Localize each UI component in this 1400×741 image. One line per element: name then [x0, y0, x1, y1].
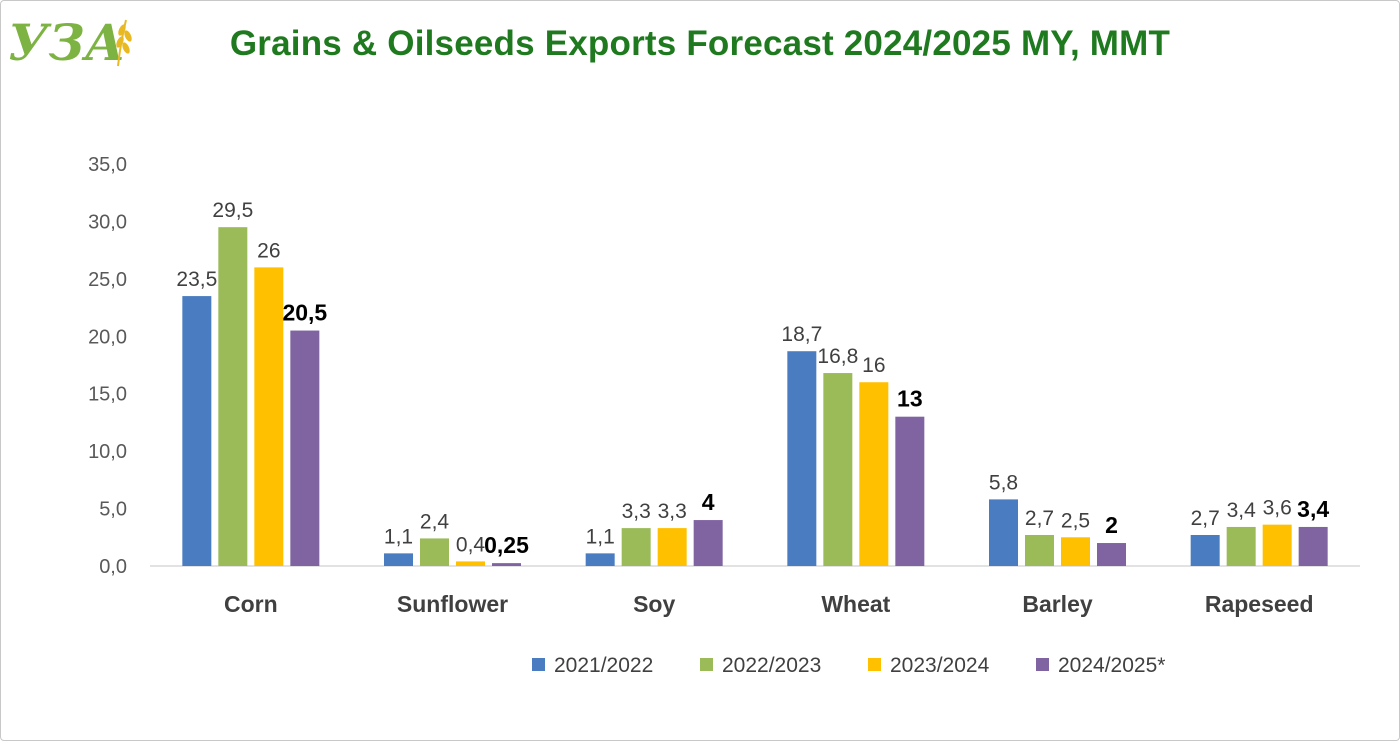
data-label: 23,5 [176, 268, 217, 291]
data-label: 5,8 [989, 471, 1018, 494]
legend-label: 2023/2024 [890, 654, 990, 677]
legend-swatch [700, 658, 713, 671]
data-label: 2,7 [1191, 507, 1220, 530]
bar-wheat-2 [859, 382, 889, 566]
y-tick-label: 25,0 [88, 269, 127, 291]
x-tick-label: Wheat [821, 591, 890, 617]
y-tick-label: 0,0 [99, 556, 127, 578]
bar-sunflower-1 [420, 538, 449, 566]
data-label: 16 [862, 354, 885, 377]
bar-wheat-0 [787, 351, 817, 566]
y-axis: 0,0 5,0 10,0 15,0 20,0 25,0 30,0 35,0 [88, 154, 127, 578]
legend-label: 2021/2022 [554, 654, 653, 677]
x-tick-label: Sunflower [397, 591, 508, 617]
legend-label: 2024/2025* [1058, 654, 1165, 677]
bar-barley-2 [1061, 537, 1090, 566]
legend-label: 2022/2023 [722, 654, 821, 677]
bar-corn-1 [218, 227, 248, 566]
y-tick-label: 15,0 [88, 384, 127, 406]
bar-corn-3 [290, 330, 320, 566]
data-labels: 23,5 29,526 20,5 1,1 2,4 0,4 0,25 1,1 3,3 3,3 4 18,… [176, 199, 1329, 558]
data-label: 0,4 [456, 533, 486, 556]
bar-wheat-1 [823, 373, 853, 566]
bar-barley-1 [1025, 534, 1054, 566]
bar-soy-2 [657, 528, 687, 566]
chart-title: Grains & Oilseeds Exports Forecast 2024/… [229, 24, 1171, 63]
bar-rapeseed-2 [1262, 524, 1292, 566]
data-label: 0,25 [484, 532, 529, 558]
bar-corn-2 [254, 267, 284, 566]
x-axis: Corn Sunflower Soy Wheat Barley Rapeseed [224, 591, 1314, 617]
data-label: 26 [257, 239, 280, 262]
bar-corn-0 [182, 296, 212, 566]
data-label: 3,6 [1263, 497, 1292, 520]
data-label: 20,5 [282, 300, 327, 326]
data-label: 4 [702, 489, 715, 515]
bar-barley-3 [1097, 543, 1126, 566]
data-label: 1,1 [586, 525, 615, 548]
uza-logo: УЗА [6, 8, 132, 76]
x-tick-label: Rapeseed [1205, 591, 1314, 617]
bar-soy-0 [585, 553, 615, 566]
legend-swatch [1036, 658, 1049, 671]
bar-sunflower-3 [492, 563, 521, 566]
bar-rapeseed-3 [1298, 526, 1328, 566]
data-label: 1,1 [384, 525, 413, 548]
y-tick-label: 30,0 [88, 211, 127, 233]
y-tick-label: 35,0 [88, 154, 127, 176]
y-tick-label: 5,0 [99, 499, 127, 521]
y-tick-label: 20,0 [88, 326, 127, 348]
data-label: 2,4 [420, 510, 450, 533]
bar-soy-1 [621, 528, 651, 566]
data-label: 16,8 [817, 345, 858, 368]
bar-barley-0 [989, 499, 1018, 566]
wheat-ear-icon [116, 19, 132, 67]
bar-series [182, 227, 1328, 566]
x-tick-label: Soy [633, 591, 675, 617]
bar-rapeseed-1 [1226, 526, 1256, 566]
data-label: 29,5 [212, 199, 253, 222]
data-label: 3,4 [1227, 499, 1257, 522]
logo-graphic: УЗА [8, 13, 132, 72]
legend: 2021/2022 2022/2023 2023/2024 2024/2025* [532, 654, 1165, 677]
legend-swatch [532, 658, 545, 671]
bar-sunflower-2 [456, 561, 485, 566]
data-label: 18,7 [781, 323, 822, 346]
data-label: 3,3 [622, 500, 651, 523]
y-tick-label: 10,0 [88, 441, 127, 463]
data-label: 3,4 [1297, 496, 1329, 522]
data-label: 2 [1105, 512, 1118, 538]
data-label: 3,3 [658, 500, 687, 523]
bar-soy-3 [693, 520, 723, 566]
bar-wheat-3 [895, 416, 925, 566]
data-label: 2,5 [1061, 509, 1090, 532]
logo-text: УЗА [8, 13, 125, 72]
x-tick-label: Barley [1022, 591, 1093, 617]
data-label: 13 [897, 386, 923, 412]
legend-swatch [868, 658, 881, 671]
x-tick-label: Corn [224, 591, 278, 617]
bar-sunflower-0 [384, 553, 413, 566]
bar-rapeseed-0 [1190, 534, 1220, 566]
data-label: 2,7 [1025, 507, 1054, 530]
